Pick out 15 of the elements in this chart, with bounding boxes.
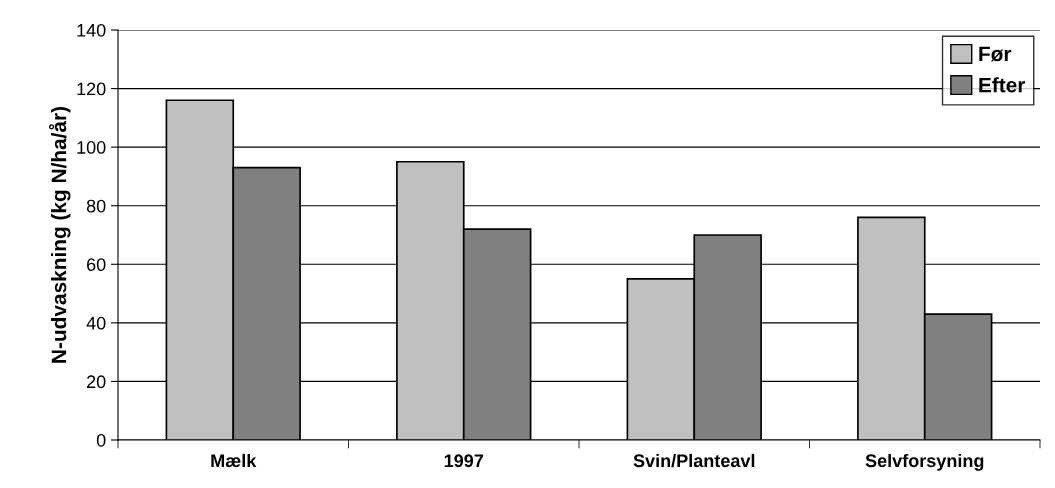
y-axis-title: N-udvaskning (kg N/ha/år) [48,106,71,363]
y-tick-label: 0 [96,433,106,447]
y-tick-label: 120 [77,82,106,96]
legend-label: Efter [979,77,1026,93]
y-tick-label: 100 [77,141,106,154]
y-tick-label: 60 [87,258,106,272]
y-tick-label: 20 [87,375,106,389]
y-tick-label: 40 [86,316,106,330]
x-tick-label: Selvforsyning [865,453,984,471]
x-tick-label: Svin/Planteavl [633,453,755,468]
x-tick-label: 1997 [444,454,484,468]
y-tick-label: 80 [86,199,106,213]
y-tick-label: 140 [77,23,106,37]
legend-label: Før [979,46,1012,62]
x-tick-label: Mælk [211,453,257,468]
